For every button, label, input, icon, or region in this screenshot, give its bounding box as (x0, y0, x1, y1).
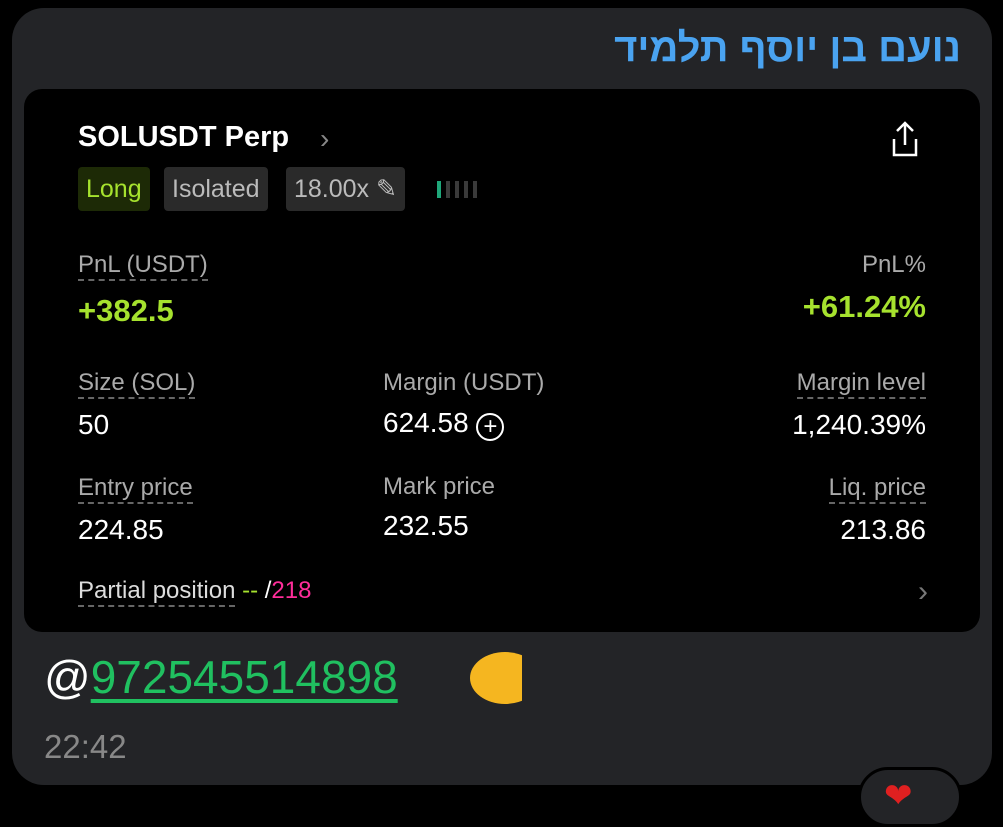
pnl-label[interactable]: PnL (USDT) (78, 251, 208, 281)
size-value: 50 (78, 409, 110, 440)
sender-name[interactable]: נועם בן יוסף תלמיד (614, 26, 961, 70)
side-badge: Long (78, 167, 150, 211)
position-card[interactable]: SOLUSDT Perp › Long Isolated 18.00x ✎ Pn… (24, 89, 980, 632)
leverage-button[interactable]: 18.00x ✎ (286, 167, 405, 211)
partial-position-row[interactable]: Partial position -- /218 (78, 577, 312, 607)
liq-label[interactable]: Liq. price (828, 474, 926, 504)
partial-label: Partial position (78, 577, 236, 607)
heart-reaction-icon[interactable]: ❤ (884, 777, 913, 815)
mark-label: Mark price (383, 473, 496, 500)
mention-text: @972545514898 (44, 650, 398, 704)
entry-label[interactable]: Entry price (78, 474, 193, 504)
partial-total: 218 (271, 577, 312, 604)
liq-value: 213.86 (840, 514, 926, 545)
saluting-face-emoji (466, 652, 522, 704)
margin-label: Margin (USDT) (383, 369, 545, 396)
margin-value: 624.58 (383, 407, 469, 438)
symbol-title[interactable]: SOLUSDT Perp (78, 121, 290, 153)
chevron-right-icon[interactable]: › (918, 575, 928, 608)
share-icon[interactable] (888, 119, 922, 159)
mark-value: 232.55 (383, 510, 469, 541)
pnl-value: +382.5 (78, 293, 174, 328)
size-label[interactable]: Size (SOL) (78, 369, 196, 399)
pnl-pct-value: +61.24% (802, 289, 926, 324)
chevron-right-icon[interactable]: › (320, 123, 330, 154)
entry-value: 224.85 (78, 514, 164, 545)
leverage-value: 18.00x (294, 175, 370, 203)
edit-icon: ✎ (376, 175, 397, 203)
mention-prefix: @ (44, 651, 91, 703)
add-margin-icon[interactable]: + (476, 413, 505, 441)
margin-level-label[interactable]: Margin level (796, 369, 926, 399)
margin-mode-badge[interactable]: Isolated (164, 167, 268, 211)
pnl-pct-label: PnL% (861, 251, 926, 278)
mention-link[interactable]: 972545514898 (90, 651, 398, 703)
margin-level-value: 1,240.39% (792, 409, 926, 440)
partial-separator: / (264, 577, 272, 604)
partial-filled: -- (242, 577, 259, 604)
message-time: 22:42 (44, 728, 127, 765)
risk-level-bars (437, 181, 477, 198)
